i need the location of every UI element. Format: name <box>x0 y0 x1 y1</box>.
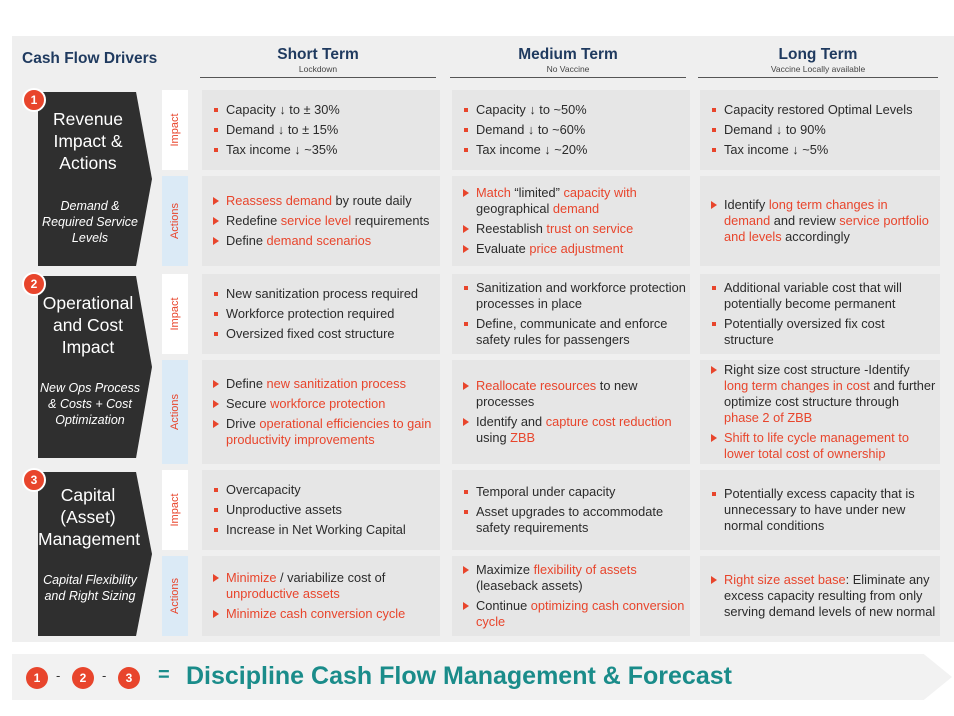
cell-capital-actions-medium: Maximize flexibility of assets (leasebac… <box>452 556 690 636</box>
column-title: Long Term <box>778 46 858 63</box>
cell-ops-actions-medium: Reallocate resources to new processes Id… <box>452 360 690 464</box>
cell-capital-actions-short: Minimize / variabilize cost of unproduct… <box>202 556 440 636</box>
footer-dash: - <box>102 668 107 683</box>
list-item: Minimize / variabilize cost of unproduct… <box>212 570 436 602</box>
driver-subtitle: New Ops Process & Costs + Cost Optimizat… <box>39 381 141 427</box>
cell-capital-impact-medium: Temporal under capacity Asset upgrades t… <box>452 470 690 550</box>
driver-number-badge: 1 <box>22 88 46 112</box>
driver-subtitle: Capital Flexibility and Right Sizing <box>43 573 137 603</box>
footer-number-badge: 3 <box>118 667 140 689</box>
list-item: New sanitization process required <box>212 286 436 302</box>
footer-number-badge: 1 <box>26 667 48 689</box>
list-item: Demand ↓ to ± 15% <box>212 122 436 138</box>
list-item: Capacity restored Optimal Levels <box>710 102 936 118</box>
list-item: Potentially excess capacity that is unne… <box>710 486 936 534</box>
list-item: Potentially oversized fix cost structure <box>710 316 936 348</box>
footer-number-badge: 2 <box>72 667 94 689</box>
list-item: Right size cost structure -Identify long… <box>710 362 936 426</box>
column-header-long-term: Long Term Vaccine Locally available <box>698 46 938 78</box>
cell-capital-actions-long: Right size asset base: Eliminate any exc… <box>700 556 940 636</box>
list-item: Redefine service level requirements <box>212 213 436 229</box>
cell-revenue-actions-medium: Match “limited” capacity with geographic… <box>452 176 690 266</box>
column-subtitle: No Vaccine <box>546 64 590 74</box>
driver-revenue: Revenue Impact & Actions Demand & Requir… <box>38 92 152 266</box>
list-item: Demand ↓ to 90% <box>710 122 936 138</box>
list-item: Increase in Net Working Capital <box>212 522 436 538</box>
cell-ops-impact-short: New sanitization process required Workfo… <box>202 274 440 354</box>
list-item: Unproductive assets <box>212 502 436 518</box>
cell-ops-actions-long: Right size cost structure -Identify long… <box>700 360 940 464</box>
list-item: Shift to life cycle management to lower … <box>710 430 936 462</box>
driver-subtitle: Demand & Required Service Levels <box>42 199 138 245</box>
cell-ops-actions-short: Define new sanitization process Secure w… <box>202 360 440 464</box>
list-item: Drive operational efficiencies to gain p… <box>212 416 436 448</box>
driver-number-badge: 2 <box>22 272 46 296</box>
cell-revenue-actions-short: Reassess demand by route daily Redefine … <box>202 176 440 266</box>
list-item: Capacity ↓ to ~50% <box>462 102 686 118</box>
list-item: Minimize cash conversion cycle <box>212 606 436 622</box>
column-subtitle: Lockdown <box>298 64 338 74</box>
list-item: Reallocate resources to new processes <box>462 378 686 410</box>
driver-title: Operational and Cost Impact <box>42 293 134 357</box>
list-item: Tax income ↓ ~20% <box>462 142 686 158</box>
actions-label: Actions <box>162 556 188 636</box>
column-subtitle: Vaccine Locally available <box>770 64 866 74</box>
cell-revenue-actions-long: Identify long term changes in demand and… <box>700 176 940 266</box>
footer-banner <box>12 654 952 700</box>
column-header-short-term: Short Term Lockdown <box>200 46 436 78</box>
cell-revenue-impact-long: Capacity restored Optimal Levels Demand … <box>700 90 940 170</box>
column-header-medium-term: Medium Term No Vaccine <box>450 46 686 78</box>
driver-title: Capital (Asset) Management <box>38 485 141 549</box>
list-item: Reassess demand by route daily <box>212 193 436 209</box>
driver-title: Revenue Impact & Actions <box>52 109 124 173</box>
list-item: Asset upgrades to accommodate safety req… <box>462 504 686 536</box>
list-item: Define demand scenarios <box>212 233 436 249</box>
list-item: Demand ↓ to ~60% <box>462 122 686 138</box>
list-item: Tax income ↓ ~35% <box>212 142 436 158</box>
list-item: Capacity ↓ to ± 30% <box>212 102 436 118</box>
list-item: Continue optimizing cash conversion cycl… <box>462 598 686 630</box>
list-item: Maximize flexibility of assets (leasebac… <box>462 562 686 594</box>
list-item: Right size asset base: Eliminate any exc… <box>710 572 936 620</box>
impact-label: Impact <box>162 90 188 170</box>
list-item: Temporal under capacity <box>462 484 686 500</box>
actions-label: Actions <box>162 176 188 266</box>
cell-revenue-impact-short: Capacity ↓ to ± 30% Demand ↓ to ± 15% Ta… <box>202 90 440 170</box>
driver-number-badge: 3 <box>22 468 46 492</box>
list-item: Secure workforce protection <box>212 396 436 412</box>
column-title: Short Term <box>277 46 359 63</box>
impact-label: Impact <box>162 470 188 550</box>
list-item: Workforce protection required <box>212 306 436 322</box>
list-item: Sanitization and workforce protection pr… <box>462 280 686 312</box>
cell-ops-impact-long: Additional variable cost that will poten… <box>700 274 940 354</box>
list-item: Tax income ↓ ~5% <box>710 142 936 158</box>
list-item: Match “limited” capacity with geographic… <box>462 185 686 217</box>
list-item: Identify and capture cost reduction usin… <box>462 414 686 446</box>
cell-capital-impact-short: Overcapacity Unproductive assets Increas… <box>202 470 440 550</box>
list-item: Define new sanitization process <box>212 376 436 392</box>
cash-flow-drivers-heading: Cash Flow Drivers <box>22 50 158 67</box>
actions-label: Actions <box>162 360 188 464</box>
footer-dash: - <box>56 668 61 683</box>
list-item: Overcapacity <box>212 482 436 498</box>
list-item: Additional variable cost that will poten… <box>710 280 936 312</box>
list-item: Oversized fixed cost structure <box>212 326 436 342</box>
footer-headline: Discipline Cash Flow Management & Foreca… <box>186 662 732 690</box>
list-item: Reestablish trust on service <box>462 221 686 237</box>
list-item: Evaluate price adjustment <box>462 241 686 257</box>
cell-revenue-impact-medium: Capacity ↓ to ~50% Demand ↓ to ~60% Tax … <box>452 90 690 170</box>
cell-ops-impact-medium: Sanitization and workforce protection pr… <box>452 274 690 354</box>
impact-label: Impact <box>162 274 188 354</box>
footer-equals: = <box>158 664 170 686</box>
cell-capital-impact-long: Potentially excess capacity that is unne… <box>700 470 940 550</box>
list-item: Identify long term changes in demand and… <box>710 197 936 245</box>
list-item: Define, communicate and enforce safety r… <box>462 316 686 348</box>
driver-capital: Capital (Asset) Management Capital Flexi… <box>38 472 152 636</box>
driver-operational: Operational and Cost Impact New Ops Proc… <box>38 276 152 458</box>
column-title: Medium Term <box>518 46 618 63</box>
